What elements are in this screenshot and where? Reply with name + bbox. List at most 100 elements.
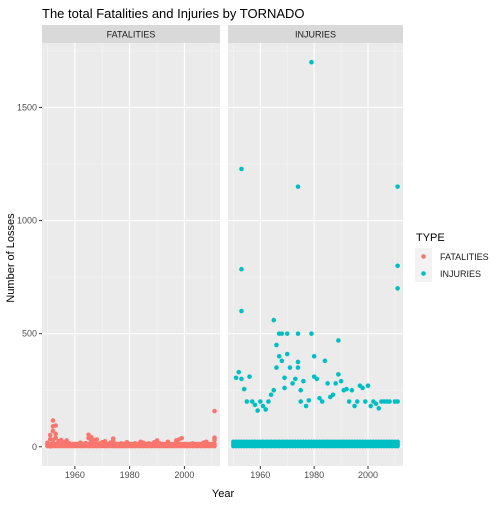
data-point [282,385,287,391]
data-point [368,403,373,409]
data-point [395,286,400,291]
legend: TYPE FATALITIES INJURIES [415,232,489,282]
legend-marker [421,254,426,259]
x-tick-label: 2000 [358,470,378,480]
data-point [290,381,295,386]
data-point [284,331,290,336]
data-point [233,375,239,381]
data-point [244,399,250,404]
data-point [395,439,400,445]
data-point [162,442,168,448]
data-point [212,408,217,414]
data-point [317,395,322,401]
data-point [274,365,279,370]
data-point [346,399,352,404]
panels-layer: FATALITIES 1960 1980 2000 0 500 1000 1500 INJURI… [17,25,403,480]
data-point [298,399,303,404]
data-point [239,308,244,314]
data-point [204,439,209,445]
data-point [314,376,320,382]
data-point [45,440,50,446]
data-point [239,166,244,172]
legend-title: TYPE [416,232,445,244]
data-point [282,375,287,381]
data-point [47,432,53,438]
data-point [295,365,301,370]
data-point [338,378,344,384]
data-point [271,387,277,393]
data-point [319,399,325,404]
data-point [50,418,56,423]
data-point [287,365,293,370]
data-point [322,358,328,364]
data-point [376,406,382,411]
data-point [47,444,53,449]
data-point [154,438,160,443]
facet-strip-label: FATALITIES [107,30,156,40]
data-point [249,399,255,404]
facet-panel-fatalities: FATALITIES 1960 1980 2000 0 500 1000 1500 [17,25,220,480]
data-point [255,408,260,413]
data-point [295,331,301,336]
data-point [336,372,341,377]
data-point [344,386,349,392]
data-point [309,59,314,65]
data-point [298,387,303,393]
facet-strip-label: INJURIES [295,30,336,40]
data-point [179,435,184,441]
data-point [266,399,271,404]
data-point [94,437,100,442]
chart-title: The total Fatalities and Injuries by TOR… [42,6,305,21]
data-point [263,407,268,412]
data-point [295,184,301,189]
facet-strip [42,25,220,43]
data-point [395,184,400,189]
data-point [354,399,360,404]
x-tick-label: 1980 [120,470,140,480]
panel-background [228,43,403,466]
data-point [50,428,56,434]
data-point [268,392,274,398]
y-tick-label: 500 [22,329,37,339]
data-point [258,399,263,404]
legend-item-injuries: INJURIES [415,265,481,282]
data-point [373,401,379,407]
data-point [53,431,58,437]
x-tick-label: 1960 [65,470,85,480]
x-tick-label: 1980 [304,470,324,480]
legend-label: INJURIES [440,269,481,279]
x-tick-label: 2000 [174,470,194,480]
data-point [325,381,330,386]
y-tick-label: 1500 [17,102,37,112]
data-point [395,263,400,269]
data-point [212,435,217,441]
data-point [295,359,301,365]
data-point [311,353,317,359]
data-point [209,441,215,447]
data-point [360,385,365,391]
y-tick-label: 1000 [17,216,37,226]
facet-strip [228,25,403,43]
data-point [333,381,338,386]
y-axis-label: Number of Losses [5,213,17,303]
data-point [236,369,242,375]
data-point [279,331,285,336]
data-point [279,358,285,364]
data-point [330,392,336,398]
data-point [365,383,371,388]
data-point [276,353,282,359]
data-point [284,351,290,357]
data-point [83,440,89,446]
data-point [260,403,266,409]
data-point [53,423,58,428]
data-point [363,399,368,404]
data-point [352,403,357,409]
data-point [306,398,312,403]
data-point [303,403,309,409]
legend-item-fatalities: FATALITIES [415,248,489,265]
data-point [293,376,298,382]
legend-marker [421,271,426,276]
data-point [336,338,341,343]
